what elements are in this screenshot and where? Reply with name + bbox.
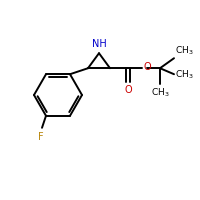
Text: F: F	[38, 132, 44, 142]
Text: NH: NH	[92, 39, 106, 49]
Text: O: O	[124, 85, 132, 95]
Text: CH$_3$: CH$_3$	[151, 86, 169, 99]
Text: CH$_3$: CH$_3$	[175, 45, 194, 57]
Text: CH$_3$: CH$_3$	[175, 69, 194, 81]
Text: O: O	[143, 62, 151, 72]
